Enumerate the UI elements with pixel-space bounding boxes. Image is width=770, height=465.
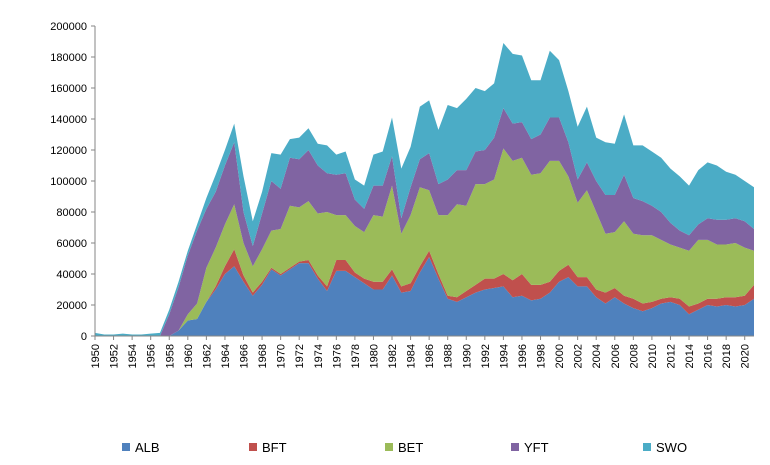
x-tick-label: 2000 [554,344,566,368]
y-tick-label: 60000 [56,238,87,250]
legend-swatch-yft [511,443,519,451]
area-alb [95,256,754,336]
x-tick-label: 1950 [90,344,102,368]
x-tick-label: 1984 [406,344,418,368]
y-tick-label: 140000 [50,114,87,126]
y-tick-label: 160000 [50,83,87,95]
x-tick-label: 1992 [480,344,492,368]
x-tick-label: 1990 [461,344,473,368]
x-tick-label: 2012 [665,344,677,368]
legend: ALB BFT BET YFT SWO [122,440,687,455]
x-tick-label: 2016 [703,344,715,368]
x-tick-label: 1960 [183,344,195,368]
x-tick-label: 1962 [201,344,213,368]
legend-label-bet: BET [398,440,423,455]
legend-swatch-alb [122,443,130,451]
y-tick-label: 20000 [56,300,87,312]
legend-swatch-bet [385,443,393,451]
area-bet [95,148,754,336]
x-tick-label: 1976 [331,344,343,368]
legend-label-yft: YFT [524,440,549,455]
y-tick-label: 100000 [50,176,87,188]
x-tick-label: 1974 [313,344,325,368]
y-tick-label: 0 [81,331,87,343]
x-tick-label: 1970 [276,344,288,368]
x-tick-label: 1978 [350,344,362,368]
y-tick-label: 80000 [56,207,87,219]
x-tick-label: 1958 [164,344,176,368]
series-areas [95,43,754,337]
y-tick-label: 180000 [50,52,87,64]
legend-swatch-swo [643,443,651,451]
area-yft [95,108,754,337]
x-tick-label: 1968 [257,344,269,368]
y-tick-label: 40000 [56,269,87,281]
x-tick-label: 1996 [517,344,529,368]
x-tick-label: 1994 [498,344,510,368]
x-tick-label: 2014 [684,344,696,368]
x-tick-label: 1972 [294,344,306,368]
x-tick-label: 2006 [610,344,622,368]
y-tick-label: 120000 [50,145,87,157]
area-swo [95,43,754,337]
x-tick-label: 2004 [591,344,603,368]
x-tick-label: 2018 [721,344,733,368]
x-tick-label: 1964 [220,344,232,368]
legend-swatch-bft [249,443,257,451]
x-tick-label: 1956 [146,344,158,368]
x-tick-label: 2020 [740,344,752,368]
x-tick-label: 1952 [109,344,121,368]
legend-label-swo: SWO [656,440,687,455]
x-tick-label: 2002 [573,344,585,368]
x-tick-label: 1982 [387,344,399,368]
x-tick-label: 2008 [628,344,640,368]
x-tick-label: 1986 [424,344,436,368]
x-tick-label: 1998 [536,344,548,368]
x-tick-label: 1966 [239,344,251,368]
axes: 0 20000 40000 60000 80000 100000 120000 140000 1… [50,21,754,368]
legend-label-bft: BFT [262,440,287,455]
x-tick-label: 1980 [368,344,380,368]
y-tick-label: 200000 [50,21,87,33]
x-tick-label: 1954 [127,344,139,368]
x-tick-label: 2010 [647,344,659,368]
x-tick-label: 1988 [443,344,455,368]
legend-label-alb: ALB [135,440,160,455]
